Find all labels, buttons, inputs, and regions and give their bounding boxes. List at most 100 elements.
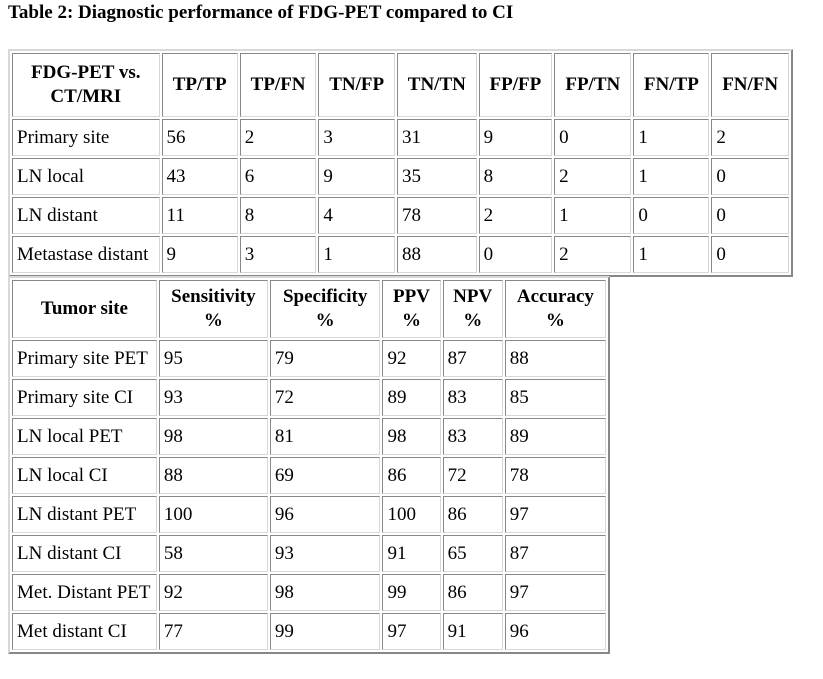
table-row: LN distant CI 58 93 91 65 87	[12, 535, 606, 572]
cell: 2	[239, 119, 317, 156]
cell: 0	[711, 158, 789, 195]
cell: 9	[318, 158, 395, 195]
cell: 2	[478, 197, 553, 234]
table-row: LN local CI 88 69 86 72 78	[12, 457, 606, 494]
column-header: Sensitivity %	[158, 280, 268, 338]
header-row: Tumor site Sensitivity % Specificity % PPV …	[12, 280, 606, 338]
cell: 86	[442, 496, 503, 533]
cell: 8	[478, 158, 553, 195]
table-row: Met. Distant PET 92 98 99 86 97	[12, 574, 606, 611]
cell: 97	[382, 613, 441, 650]
row-label: Primary site	[12, 119, 160, 156]
cell: 2	[554, 236, 632, 273]
table-row: LN local PET 98 81 98 83 89	[12, 418, 606, 455]
cell: 78	[396, 197, 477, 234]
cell: 43	[161, 158, 238, 195]
cell: 88	[504, 340, 606, 377]
cell: 31	[396, 119, 477, 156]
performance-table: Tumor site Sensitivity % Specificity % PPV …	[8, 276, 610, 654]
cell: 99	[269, 613, 381, 650]
column-header: TN/FP	[318, 53, 395, 117]
row-label: LN distant PET	[12, 496, 157, 533]
table-row: LN local 43 6 9 35 8 2 1 0	[12, 158, 789, 195]
cell: 78	[504, 457, 606, 494]
cell: 91	[382, 535, 441, 572]
cell: 69	[269, 457, 381, 494]
cell: 72	[269, 379, 381, 416]
column-header: FP/TN	[554, 53, 632, 117]
column-header: Tumor site	[12, 280, 157, 338]
header-row: FDG-PET vs. CT/MRI TP/TP TP/FN TN/FP TN/TN FP…	[12, 53, 789, 117]
cell: 8	[239, 197, 317, 234]
cell: 72	[442, 457, 503, 494]
cell: 0	[554, 119, 632, 156]
cell: 9	[161, 236, 238, 273]
cell: 9	[478, 119, 553, 156]
table-row: LN distant PET 100 96 100 86 97	[12, 496, 606, 533]
column-header: NPV %	[442, 280, 503, 338]
column-header: Specificity %	[269, 280, 381, 338]
cell: 97	[504, 496, 606, 533]
cell: 3	[239, 236, 317, 273]
cell: 98	[269, 574, 381, 611]
cell: 88	[158, 457, 268, 494]
row-label: Primary site CI	[12, 379, 157, 416]
cell: 92	[158, 574, 268, 611]
cell: 35	[396, 158, 477, 195]
table-row: Primary site CI 93 72 89 83 85	[12, 379, 606, 416]
cell: 0	[711, 197, 789, 234]
cell: 4	[318, 197, 395, 234]
cell: 3	[318, 119, 395, 156]
cell: 1	[633, 158, 710, 195]
row-label: LN distant CI	[12, 535, 157, 572]
cell: 92	[382, 340, 441, 377]
row-label: Metastase distant	[12, 236, 160, 273]
cell: 85	[504, 379, 606, 416]
column-header: FP/FP	[478, 53, 553, 117]
column-header: Accuracy %	[504, 280, 606, 338]
row-label: Met. Distant PET	[12, 574, 157, 611]
cell: 95	[158, 340, 268, 377]
table-row: Primary site 56 2 3 31 9 0 1 2	[12, 119, 789, 156]
cell: 77	[158, 613, 268, 650]
row-label: Met distant CI	[12, 613, 157, 650]
cell: 81	[269, 418, 381, 455]
cell: 100	[382, 496, 441, 533]
column-header: PPV %	[382, 280, 441, 338]
row-label: LN local PET	[12, 418, 157, 455]
table-row: LN distant 11 8 4 78 2 1 0 0	[12, 197, 789, 234]
column-header: TP/TP	[161, 53, 238, 117]
cell: 83	[442, 379, 503, 416]
row-label: LN local CI	[12, 457, 157, 494]
cell: 98	[158, 418, 268, 455]
cell: 86	[382, 457, 441, 494]
cell: 0	[633, 197, 710, 234]
cell: 97	[504, 574, 606, 611]
cell: 88	[396, 236, 477, 273]
table-row: Met distant CI 77 99 97 91 96	[12, 613, 606, 650]
cell: 58	[158, 535, 268, 572]
cell: 65	[442, 535, 503, 572]
row-label: Primary site PET	[12, 340, 157, 377]
cell: 100	[158, 496, 268, 533]
cell: 1	[554, 197, 632, 234]
cell: 2	[711, 119, 789, 156]
cell: 79	[269, 340, 381, 377]
column-header: TN/TN	[396, 53, 477, 117]
column-header: FN/TP	[633, 53, 710, 117]
cell: 89	[504, 418, 606, 455]
row-label: LN distant	[12, 197, 160, 234]
cell: 6	[239, 158, 317, 195]
cell: 56	[161, 119, 238, 156]
counts-table: FDG-PET vs. CT/MRI TP/TP TP/FN TN/FP TN/TN FP…	[8, 49, 793, 277]
cell: 99	[382, 574, 441, 611]
cell: 89	[382, 379, 441, 416]
cell: 2	[554, 158, 632, 195]
cell: 96	[504, 613, 606, 650]
cell: 1	[633, 236, 710, 273]
table-title: Table 2: Diagnostic performance of FDG-P…	[8, 2, 514, 23]
table-row: Metastase distant 9 3 1 88 0 2 1 0	[12, 236, 789, 273]
cell: 93	[269, 535, 381, 572]
cell: 0	[478, 236, 553, 273]
